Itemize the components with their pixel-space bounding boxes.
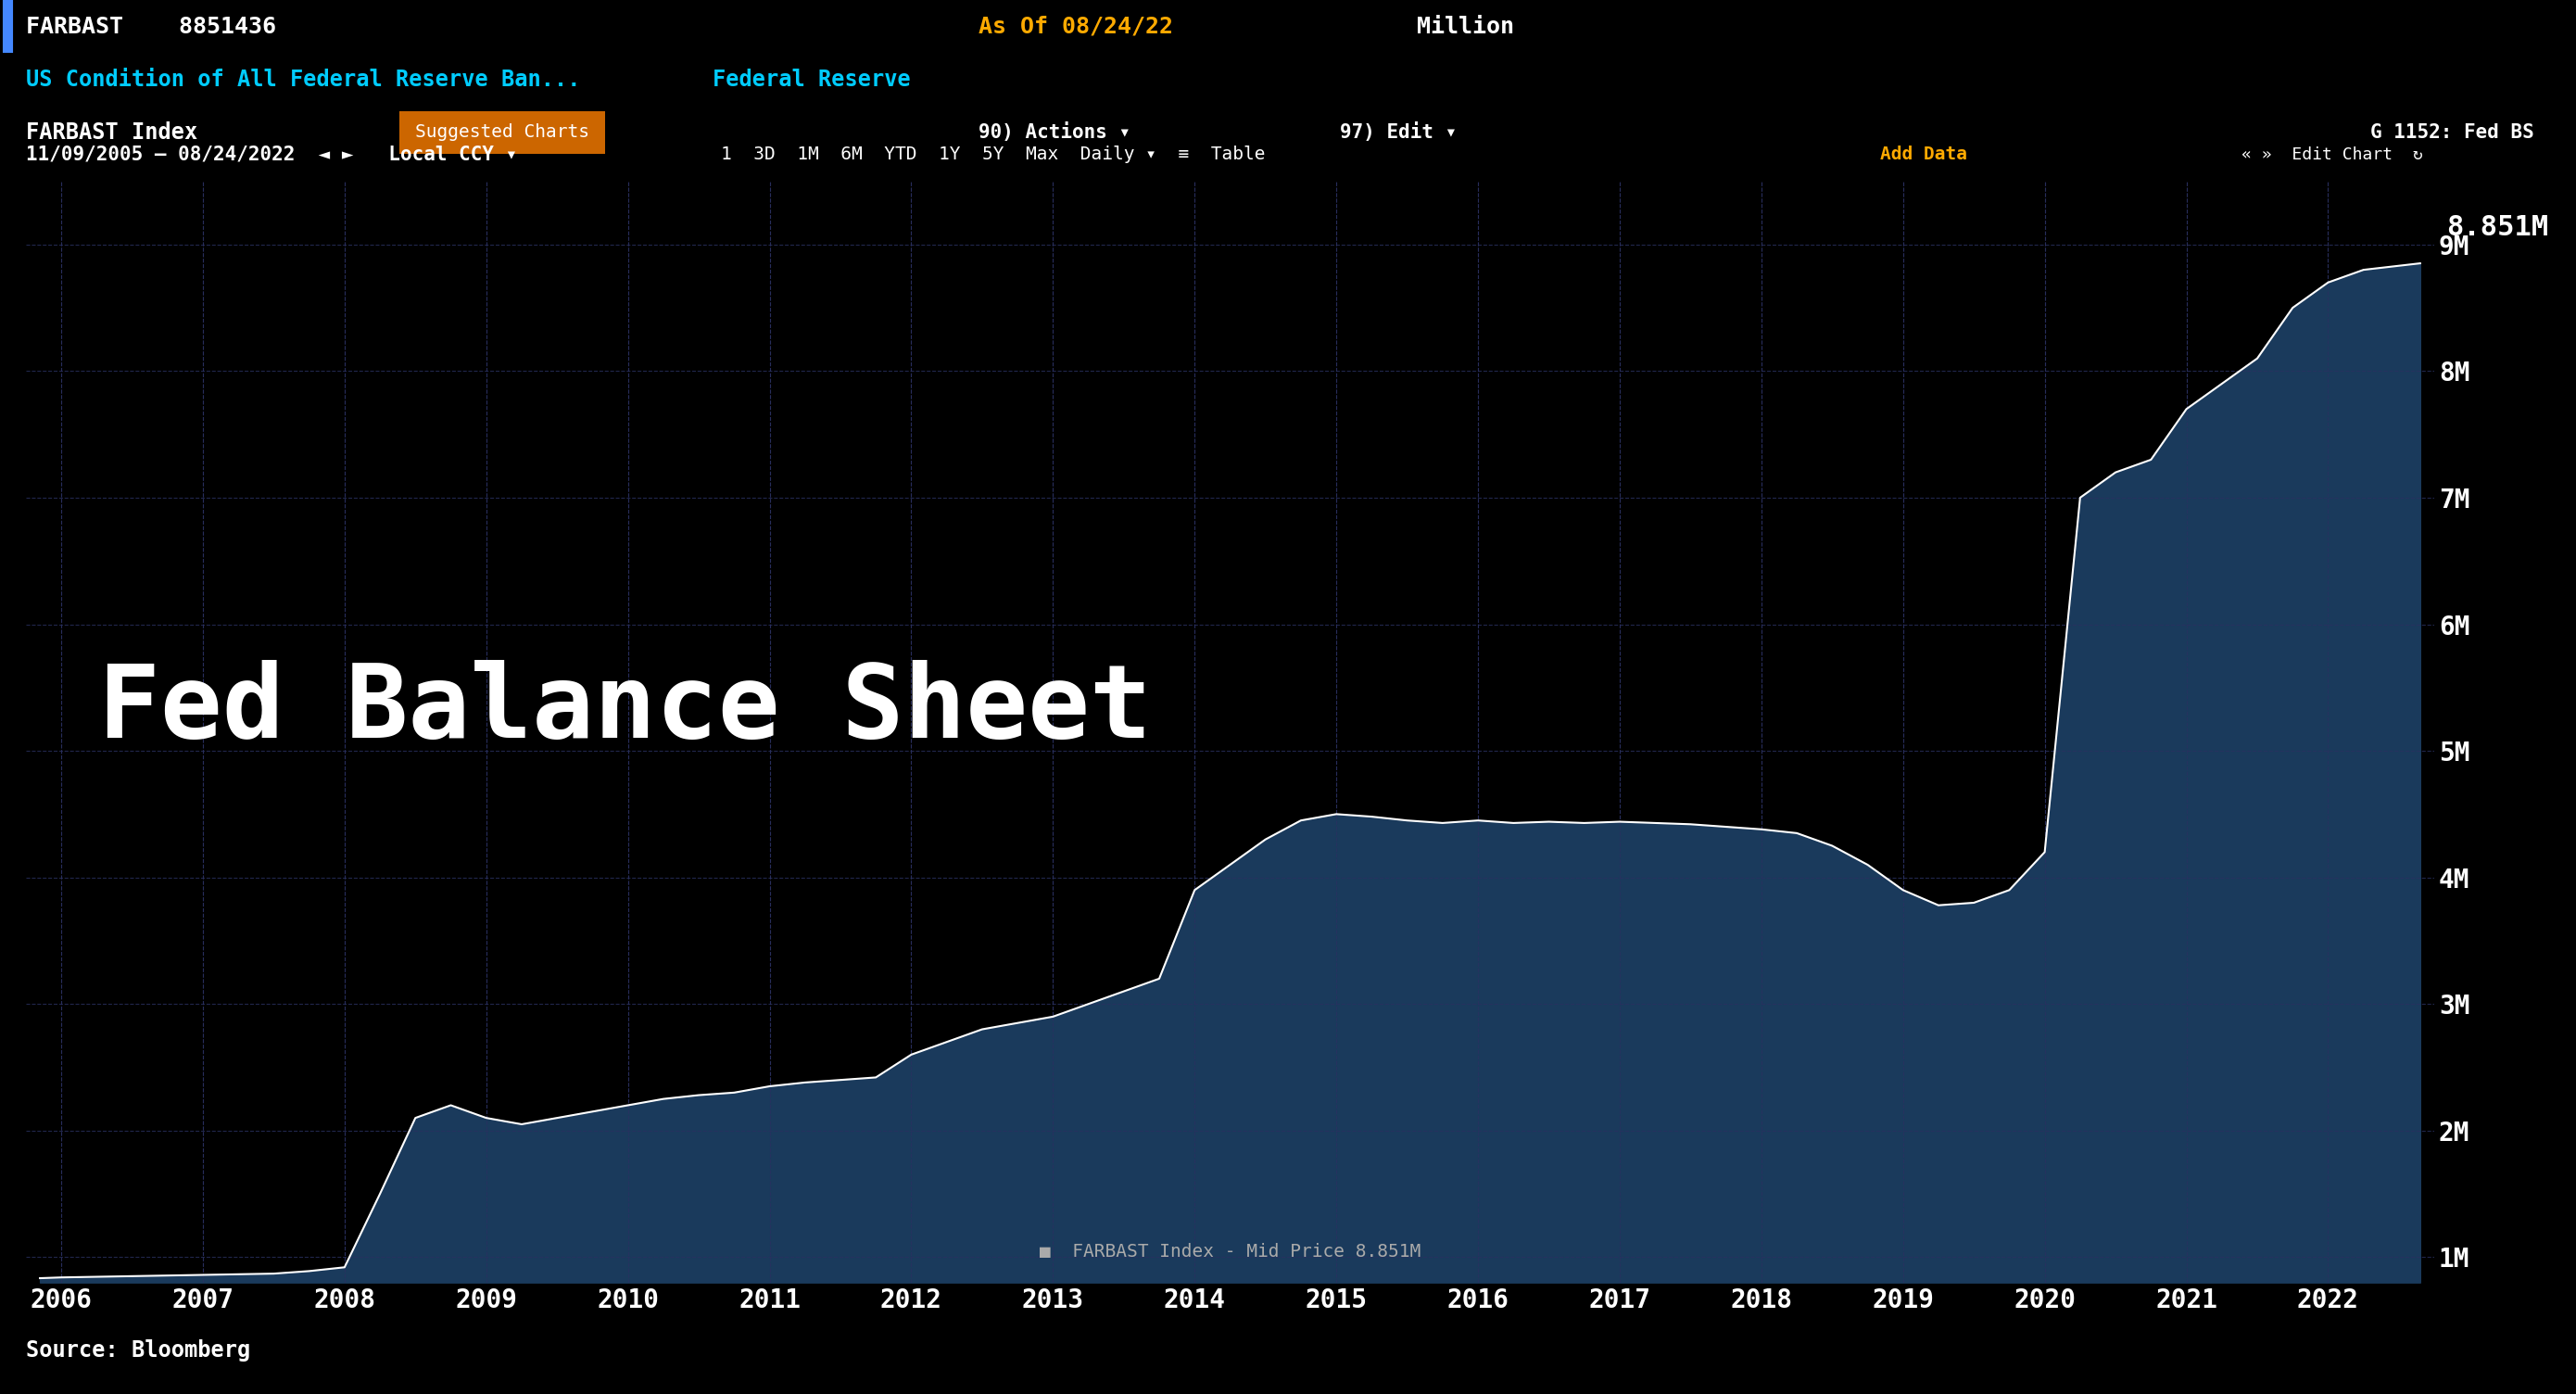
Text: 97) Edit ▾: 97) Edit ▾ [1340,123,1455,142]
Text: 11/09/2005 – 08/24/2022  ◄ ►   Local CCY ▾: 11/09/2005 – 08/24/2022 ◄ ► Local CCY ▾ [26,145,518,164]
Text: Fed Balance Sheet: Fed Balance Sheet [98,661,1151,760]
Text: G 1152: Fed BS: G 1152: Fed BS [2370,123,2535,142]
Text: Million: Million [1417,15,1515,38]
Text: « »  Edit Chart  ↻: « » Edit Chart ↻ [2241,146,2421,163]
Text: 1  3D  1M  6M  YTD  1Y  5Y  Max  Daily ▾  ≡  Table: 1 3D 1M 6M YTD 1Y 5Y Max Daily ▾ ≡ Table [721,146,1265,163]
Text: As Of 08/24/22: As Of 08/24/22 [979,15,1175,38]
Text: ■  FARBAST Index - Mid Price 8.851M: ■ FARBAST Index - Mid Price 8.851M [1041,1243,1419,1260]
Text: 8.851M: 8.851M [2447,215,2548,241]
Text: Source: Bloomberg: Source: Bloomberg [26,1340,250,1361]
FancyBboxPatch shape [399,112,605,153]
Text: US Condition of All Federal Reserve Ban...          Federal Reserve: US Condition of All Federal Reserve Ban.… [26,68,909,91]
Text: FARBAST Index: FARBAST Index [26,121,198,144]
Text: FARBAST    8851436: FARBAST 8851436 [26,15,276,38]
Text: Suggested Charts: Suggested Charts [415,124,590,141]
Text: Add Data: Add Data [1880,146,1968,163]
Text: 90) Actions ▾: 90) Actions ▾ [979,123,1131,142]
